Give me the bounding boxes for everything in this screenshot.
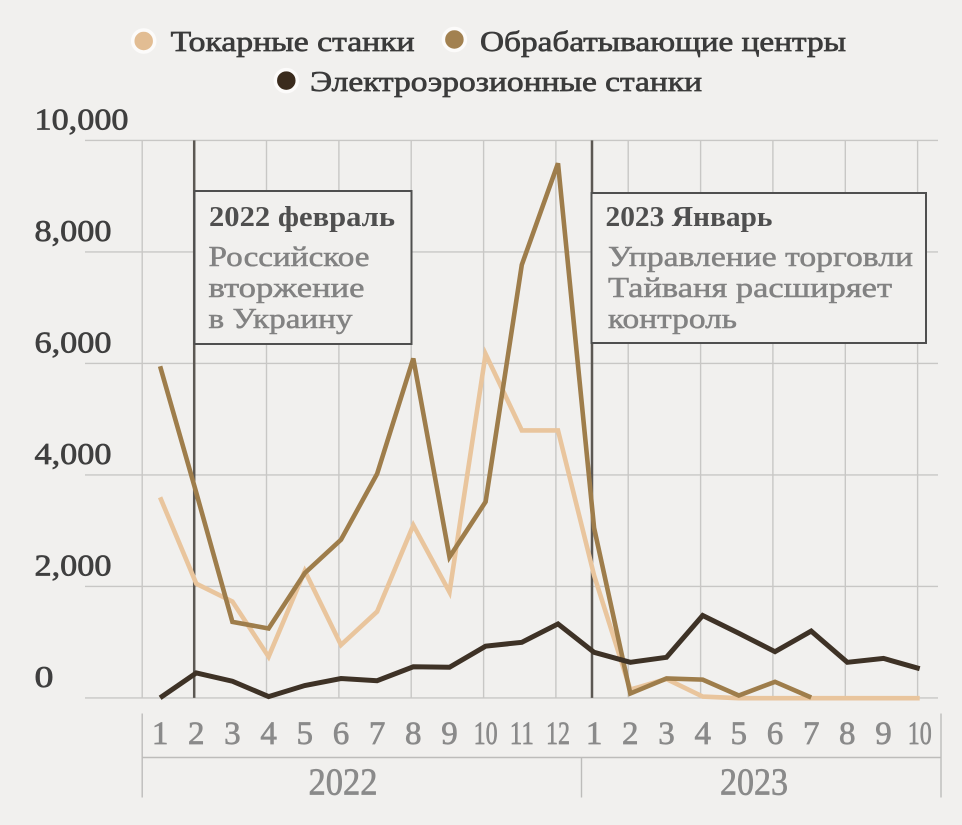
svg-text:4: 4 — [260, 716, 277, 752]
svg-text:4: 4 — [694, 716, 711, 752]
svg-text:7: 7 — [369, 716, 386, 752]
svg-text:5: 5 — [731, 716, 748, 752]
svg-text:2022: 2022 — [309, 762, 378, 804]
svg-text:8: 8 — [405, 716, 422, 752]
svg-text:2023 Январь: 2023 Январь — [606, 201, 773, 233]
svg-text:7: 7 — [803, 716, 820, 752]
svg-text:9: 9 — [441, 716, 458, 752]
svg-text:Тайваня расширяет: Тайваня расширяет — [608, 272, 892, 304]
svg-text:2,000: 2,000 — [35, 548, 112, 583]
svg-text:в Украину: в Украину — [209, 303, 354, 335]
svg-text:6,000: 6,000 — [35, 325, 112, 360]
svg-text:9: 9 — [875, 716, 892, 752]
svg-text:контроль: контроль — [608, 303, 737, 335]
svg-text:3: 3 — [658, 716, 675, 752]
svg-text:1: 1 — [152, 716, 169, 752]
svg-text:12: 12 — [546, 716, 570, 752]
svg-text:4,000: 4,000 — [35, 436, 112, 471]
svg-text:Токарные станки: Токарные станки — [171, 26, 415, 58]
svg-text:3: 3 — [224, 716, 241, 752]
svg-text:8: 8 — [839, 716, 856, 752]
svg-text:Электроэрозионные станки: Электроэрозионные станки — [310, 66, 702, 98]
svg-text:10: 10 — [474, 716, 498, 752]
svg-text:Обрабатывающие центры: Обрабатывающие центры — [480, 26, 846, 58]
svg-text:10,000: 10,000 — [35, 102, 129, 137]
svg-text:2023: 2023 — [720, 762, 788, 804]
svg-text:6: 6 — [767, 716, 784, 752]
svg-text:11: 11 — [510, 716, 534, 752]
svg-text:6: 6 — [333, 716, 350, 752]
svg-text:5: 5 — [297, 716, 314, 752]
svg-text:Российское: Российское — [209, 241, 370, 273]
svg-text:2: 2 — [622, 716, 639, 752]
svg-text:8,000: 8,000 — [35, 213, 112, 248]
svg-text:вторжение: вторжение — [209, 272, 365, 304]
svg-text:2: 2 — [188, 716, 205, 752]
svg-text:2022 февраль: 2022 февраль — [209, 201, 395, 233]
svg-text:10: 10 — [908, 716, 932, 752]
svg-text:1: 1 — [586, 716, 603, 752]
svg-text:0: 0 — [35, 659, 54, 694]
svg-text:Управление торговли: Управление торговли — [608, 241, 913, 273]
